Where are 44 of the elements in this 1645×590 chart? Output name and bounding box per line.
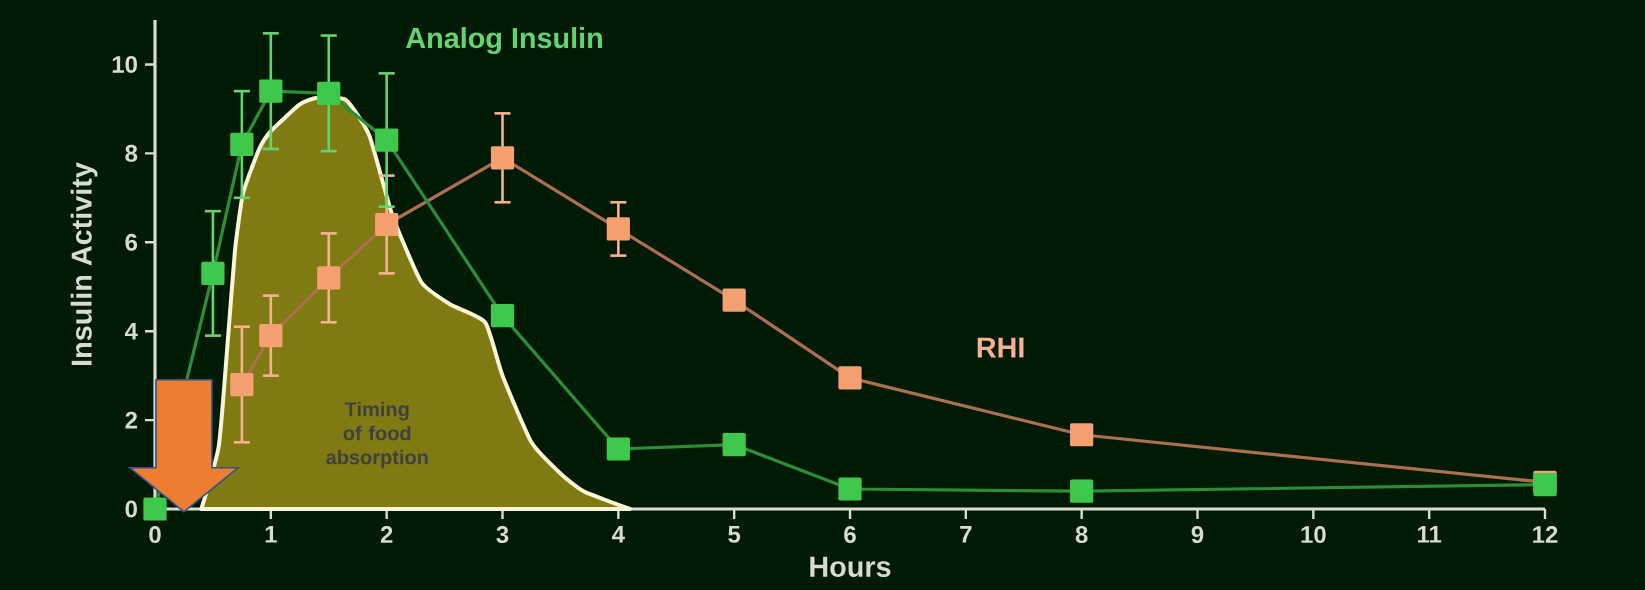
point bbox=[490, 146, 515, 170]
x-tick-label: 0 bbox=[149, 526, 161, 544]
point bbox=[201, 261, 225, 285]
point bbox=[722, 432, 746, 457]
annotation: Timing of food absorption bbox=[326, 401, 428, 469]
y-tick-label: 4 bbox=[124, 322, 138, 340]
x-tick-label: 5 bbox=[728, 526, 741, 543]
x-tick-label: 2 bbox=[380, 526, 393, 543]
y-tick-label: 0 bbox=[125, 500, 137, 518]
text: Analog Insulin bbox=[406, 27, 602, 55]
point bbox=[490, 304, 515, 328]
x-tick-label: 1 bbox=[265, 526, 277, 543]
point bbox=[606, 437, 630, 461]
x-tick-label: 9 bbox=[1191, 526, 1204, 544]
x-tick-label: 12 bbox=[1533, 526, 1558, 543]
point bbox=[606, 217, 630, 241]
x-tick-label: 3 bbox=[496, 526, 509, 544]
point bbox=[375, 212, 399, 237]
y-tick-label: 2 bbox=[125, 411, 137, 429]
series-label: RHI bbox=[977, 337, 1024, 358]
x-tick-label: 11 bbox=[1417, 526, 1442, 543]
point bbox=[143, 497, 167, 521]
point bbox=[838, 366, 862, 390]
x-tick-label: 10 bbox=[1301, 526, 1326, 544]
point bbox=[1070, 479, 1094, 503]
point bbox=[230, 132, 254, 157]
x-tick-label: 4 bbox=[612, 526, 625, 543]
point bbox=[259, 324, 283, 348]
point bbox=[317, 266, 341, 290]
point bbox=[375, 128, 399, 152]
point bbox=[838, 477, 862, 501]
y-axis-title: Insulin Activity bbox=[70, 162, 98, 365]
x-axis-title: Hours bbox=[810, 556, 891, 577]
y-tick-label: 8 bbox=[125, 144, 138, 162]
point bbox=[230, 372, 254, 397]
point bbox=[722, 288, 746, 312]
y-tick-label: 6 bbox=[125, 233, 138, 251]
x-tick-label: 6 bbox=[844, 526, 856, 544]
x-tick-label: 8 bbox=[1075, 526, 1088, 544]
x-tick-label: 7 bbox=[960, 526, 972, 543]
y-tick-label: 10 bbox=[112, 55, 137, 73]
point bbox=[1070, 423, 1094, 447]
point bbox=[317, 81, 341, 105]
point bbox=[259, 79, 283, 103]
